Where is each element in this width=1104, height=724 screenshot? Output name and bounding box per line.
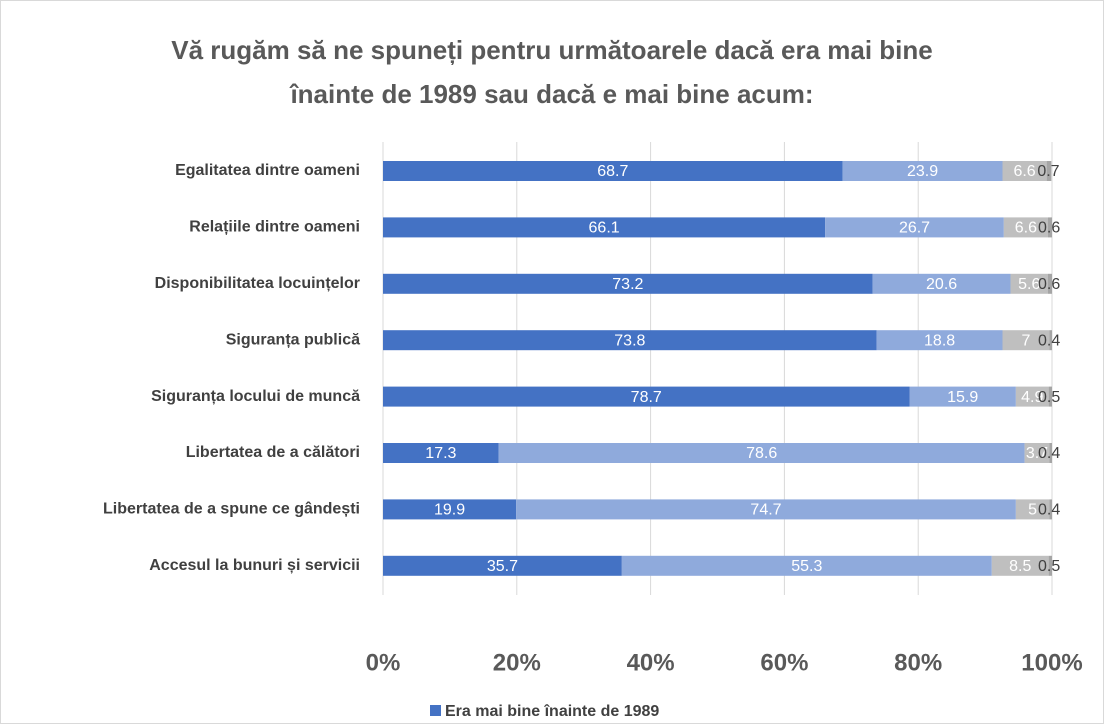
bar-segment [383, 386, 910, 407]
bar-segment [872, 273, 1011, 294]
bar-segment [1047, 217, 1052, 238]
bar-segment [1002, 161, 1047, 181]
legend-label: Era mai bine înainte de 1989 [445, 703, 659, 720]
bar-segment [1049, 330, 1052, 351]
bar-segment [1003, 217, 1048, 238]
x-tick-label: 60% [760, 649, 808, 676]
bar-segment [1010, 273, 1048, 294]
bar-segment [876, 330, 1003, 351]
bar-segment [383, 499, 517, 520]
bar-segment [383, 273, 873, 294]
bar-segment [842, 161, 1003, 181]
y-tick-label: Siguranța publică [226, 331, 360, 348]
bar-segment [1015, 499, 1050, 520]
data-label: 0.4 [1038, 332, 1060, 349]
bar-segment [383, 217, 826, 238]
data-label: 3.7 [1026, 445, 1048, 462]
data-label: 74.7 [750, 502, 781, 519]
y-tick-label: Accesul la bunuri și servicii [149, 557, 360, 574]
data-label: 66.1 [589, 220, 620, 237]
data-label: 78.7 [631, 389, 662, 406]
bar-segment [1024, 443, 1050, 463]
y-tick-label: Disponibilitatea locuințelor [155, 275, 360, 292]
data-label: 68.7 [597, 163, 628, 180]
x-tick-label: 0% [366, 649, 401, 676]
bar-segment [991, 555, 1049, 576]
data-label: 0.4 [1038, 445, 1060, 462]
x-tick-label: 100% [1021, 649, 1082, 676]
data-label: 78.6 [746, 445, 777, 462]
bar-segment [1015, 386, 1049, 407]
bar-segment [1048, 555, 1052, 576]
y-tick-label: Siguranța locului de muncă [151, 388, 360, 405]
data-label: 6.6 [1013, 163, 1035, 180]
data-label: 73.2 [612, 276, 643, 293]
bar-segment [383, 161, 843, 181]
x-tick-label: 80% [894, 649, 942, 676]
data-label: 8.5 [1009, 558, 1031, 575]
data-label: 0.4 [1038, 502, 1060, 519]
data-label: 23.9 [907, 163, 938, 180]
x-tick-label: 40% [627, 649, 675, 676]
data-label: 18.8 [924, 332, 955, 349]
bar-segment [383, 555, 622, 576]
data-label: 0.5 [1038, 389, 1060, 406]
bar-segment [825, 217, 1004, 238]
data-label: 0.6 [1038, 220, 1060, 237]
y-tick-label: Egalitatea dintre oameni [175, 162, 360, 179]
data-label: 35.7 [487, 558, 518, 575]
x-tick-label: 20% [493, 649, 541, 676]
bar-segment [383, 443, 499, 463]
bar-segment [909, 386, 1016, 407]
data-label: 0.5 [1038, 558, 1060, 575]
bar-segment [1046, 161, 1052, 181]
chart-title: Vă rugăm să ne spuneți pentru următoarel… [171, 35, 933, 109]
data-label: 20.6 [926, 276, 957, 293]
y-tick-label: Libertatea de a călători [186, 444, 360, 461]
data-label: 26.7 [899, 220, 930, 237]
data-label: 73.8 [614, 332, 645, 349]
data-label: 5.6 [1018, 276, 1040, 293]
data-label: 17.3 [425, 445, 456, 462]
bar-segment [516, 499, 1016, 520]
bar-segment [498, 443, 1025, 463]
data-label: 6.6 [1015, 220, 1037, 237]
data-label: 7 [1021, 332, 1030, 349]
legend-swatch [430, 705, 441, 716]
data-label: 4.9 [1021, 389, 1043, 406]
y-tick-label: Relațiile dintre oameni [189, 219, 360, 236]
data-label: 19.9 [434, 502, 465, 519]
bar-segment [1047, 273, 1052, 294]
data-label: 55.3 [791, 558, 822, 575]
bar-segment [1048, 386, 1052, 407]
bar-segment [1049, 443, 1052, 463]
data-label: 15.9 [947, 389, 978, 406]
data-label: 0.6 [1038, 276, 1060, 293]
bar-segment [1049, 499, 1052, 520]
y-tick-label: Libertatea de a spune ce gândești [103, 501, 360, 518]
data-label: 0.7 [1037, 163, 1059, 180]
bar-segment [1002, 330, 1050, 351]
data-label: 5 [1028, 502, 1037, 519]
bar-segment [383, 330, 877, 351]
bar-segment [621, 555, 992, 576]
